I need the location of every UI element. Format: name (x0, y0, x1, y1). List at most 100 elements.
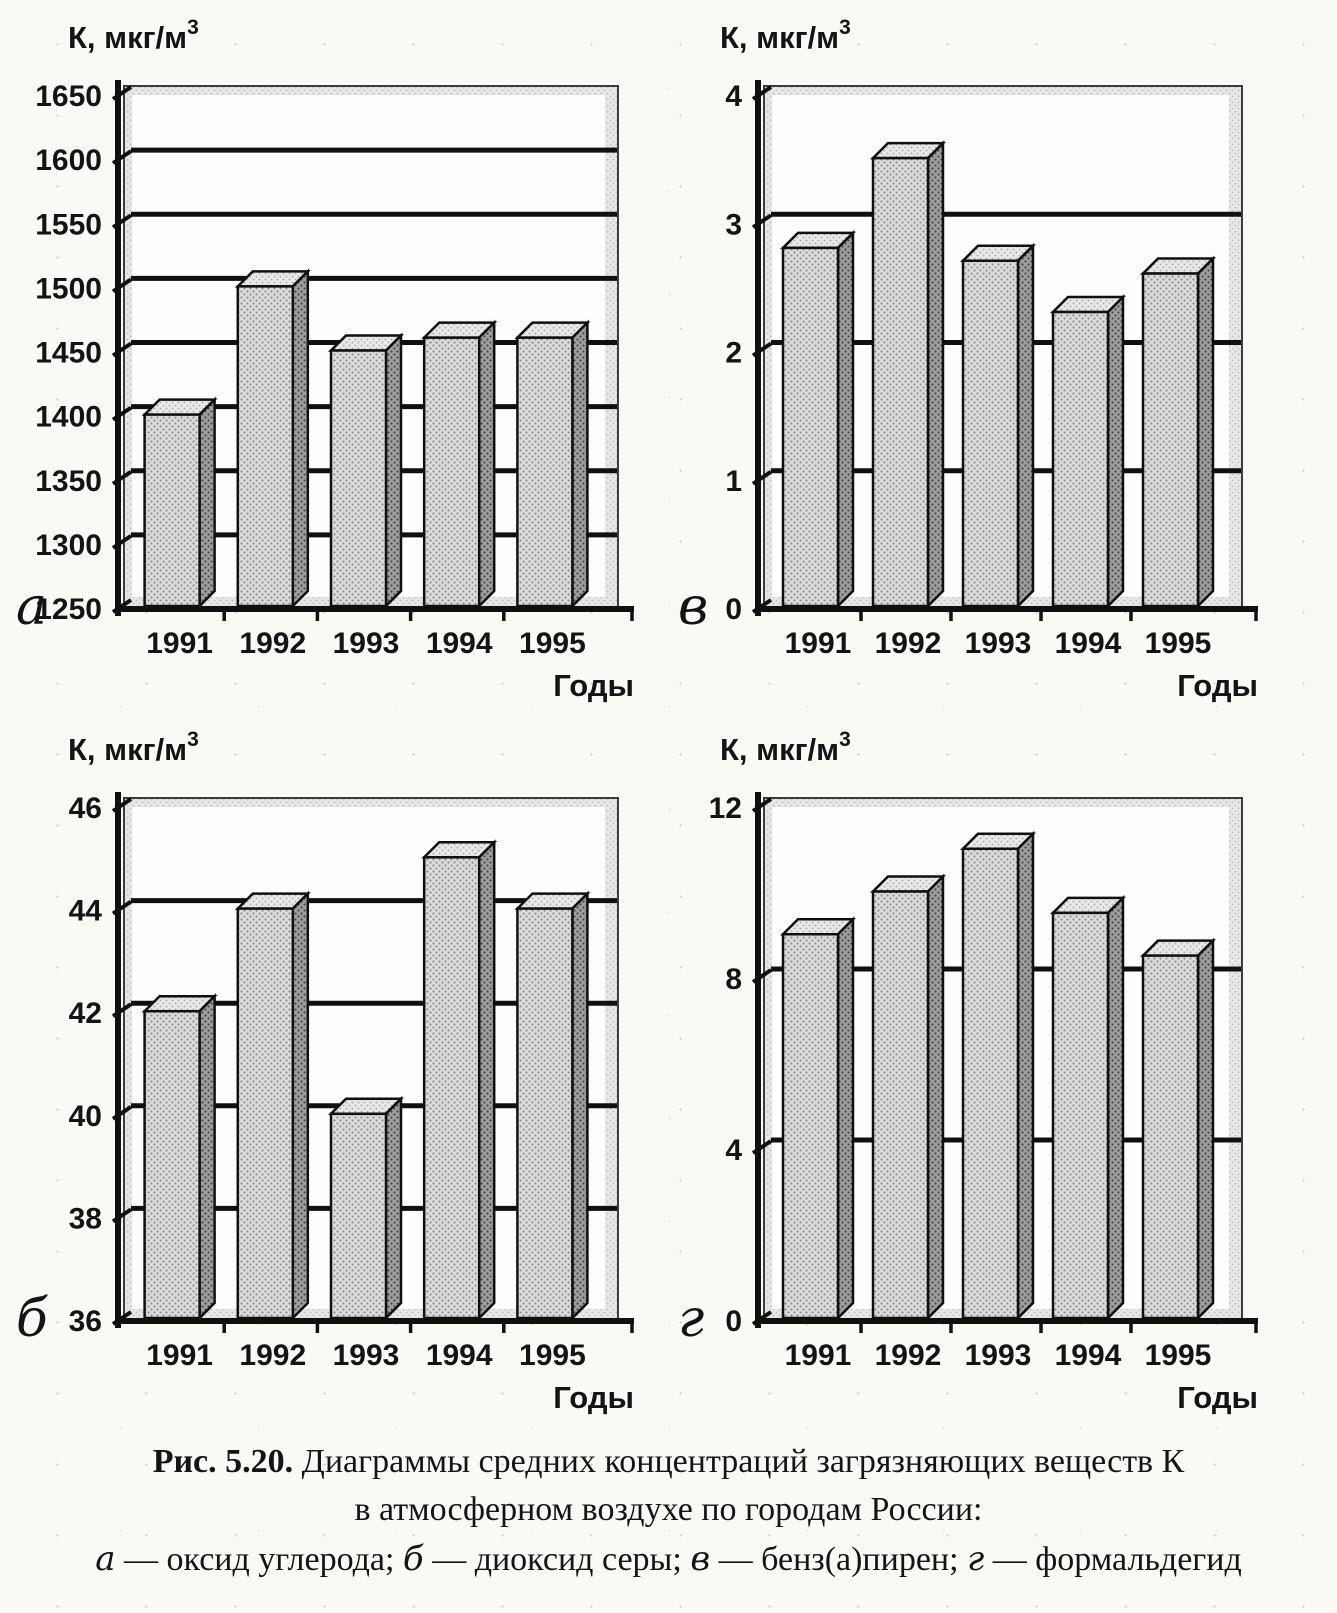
bar-front-face (781, 246, 840, 608)
y-tick-label-1500: 1500 (35, 272, 102, 305)
bar-side-face (198, 396, 216, 610)
y-tick-label-44: 44 (69, 895, 103, 928)
y-tick-label-0: 0 (725, 1305, 742, 1338)
y-tick-label-4: 4 (725, 1134, 742, 1167)
caption-title-text: Диаграммы средних концентраций загрязняю… (301, 1443, 1185, 1480)
bar-front-face (516, 907, 574, 1320)
panel-letter-v: в (678, 577, 708, 637)
bar-side-face (477, 319, 496, 610)
chart-g: К, мкг/м3 0 4 8 12 1991 1992 1993 1994 1995 Годы г (660, 720, 1337, 1432)
y-tick-label-1550: 1550 (35, 208, 102, 241)
bar-front-face (422, 856, 481, 1320)
bar-side-face (384, 1095, 403, 1322)
y-tick-label-3: 3 (725, 208, 742, 241)
y-axis-title: К, мкг/м3 (720, 16, 851, 55)
y-tick-label-1: 1 (725, 465, 742, 498)
bar-front-face (329, 349, 388, 608)
panel-letter-b: б (16, 1289, 48, 1349)
chart-b: К, мкг/м3 36 38 40 42 44 46 1991 1992 1993 1994 199… (0, 720, 660, 1432)
bar-1993 (959, 242, 1037, 610)
x-tick-label-1993: 1993 (965, 1339, 1032, 1372)
x-tick-label-1993: 1993 (333, 627, 400, 660)
y-tick-label-2: 2 (725, 337, 742, 370)
caption-line-1: Рис. 5.20. Диаграммы средних концентраци… (8, 1438, 1329, 1486)
bar-1994 (421, 839, 498, 1322)
x-tick-label-1993: 1993 (333, 1339, 400, 1372)
bar-front-face (961, 847, 1020, 1320)
bar-front-face (422, 336, 481, 608)
y-tick-label-38: 38 (69, 1202, 102, 1235)
bar-1995 (514, 319, 591, 610)
bar-side-face (926, 140, 945, 610)
bar-side-face (1016, 242, 1035, 610)
bar-1995 (1139, 937, 1217, 1322)
bar-front-face (1051, 310, 1110, 608)
chart-canvas-a: К, мкг/м3 1250 1300 1350 1400 1450 1500 1550 160… (16, 16, 634, 703)
y-tick-label-42: 42 (69, 997, 102, 1030)
x-tick-label-1994: 1994 (426, 627, 493, 660)
legend-text-1: — оксид углерода; (115, 1540, 403, 1578)
legend-letter-4: г (967, 1538, 985, 1579)
bar-front-face (1141, 272, 1200, 608)
x-tick-label-1993: 1993 (965, 627, 1032, 660)
x-tick-label-1995: 1995 (519, 627, 586, 660)
x-tick-label-1991: 1991 (146, 627, 213, 660)
x-tick-label-1995: 1995 (1145, 1339, 1212, 1372)
bar-side-face (836, 916, 855, 1322)
legend-text-3: — бенз(а)пирен; (710, 1540, 968, 1578)
y-tick-label-1250: 1250 (35, 593, 102, 626)
bar-1993 (327, 332, 405, 610)
chart-canvas-b: К, мкг/м3 36 38 40 42 44 46 1991 1992 1993 1994 199… (16, 728, 634, 1415)
x-tick-label-1991: 1991 (785, 627, 852, 660)
legend-text-2: — диоксид серы; (423, 1540, 691, 1578)
bar-front-face (1141, 954, 1200, 1320)
y-tick-label-46: 46 (69, 792, 102, 825)
bar-front-face (961, 259, 1020, 608)
x-axis-title: Годы (553, 1380, 634, 1415)
bar-1991 (779, 916, 857, 1322)
bar-1994 (1049, 894, 1127, 1322)
x-axis-title: Годы (553, 668, 634, 703)
x-tick-label-1995: 1995 (1145, 627, 1212, 660)
y-tick-label-4: 4 (725, 80, 742, 113)
x-tick-label-1992: 1992 (239, 1339, 306, 1372)
bar-side-face (1106, 894, 1125, 1322)
bar-side-face (836, 229, 855, 610)
bar-1992 (869, 873, 947, 1322)
bar-front-face (871, 890, 930, 1320)
y-tick-label-0: 0 (725, 593, 742, 626)
legend-text-4: — формальдегид (984, 1540, 1242, 1578)
chart-a: К, мкг/м3 1250 1300 1350 1400 1450 1500 1550 160… (0, 8, 660, 720)
panel-letter-g: г (678, 1289, 704, 1349)
y-tick-label-1600: 1600 (35, 144, 102, 177)
chart-canvas-g: К, мкг/м3 0 4 8 12 1991 1992 1993 1994 1995 Годы г (678, 728, 1258, 1415)
bar-side-face (384, 332, 403, 610)
figure-caption: Рис. 5.20. Диаграммы средних концентраци… (0, 1438, 1337, 1584)
x-axis-title: Годы (1177, 668, 1258, 703)
bar-side-face (1016, 830, 1035, 1322)
bar-1992 (234, 890, 311, 1322)
bar-front-face (516, 336, 574, 608)
bar-1992 (869, 140, 947, 610)
chart-v: К, мкг/м3 0 1 2 3 4 1991 1992 1993 1994 1995 Годы в (660, 8, 1337, 720)
caption-legend: а — оксид углерода; б — диоксид серы; в … (8, 1535, 1329, 1584)
bar-side-face (926, 873, 945, 1322)
bar-1993 (327, 1095, 405, 1322)
y-tick-label-1350: 1350 (35, 465, 102, 498)
y-tick-label-1300: 1300 (35, 529, 102, 562)
bar-front-face (236, 285, 295, 608)
panel-letter-a: а (16, 577, 47, 637)
x-tick-label-1992: 1992 (875, 1339, 942, 1372)
bar-side-face (571, 319, 589, 610)
caption-line-2: в атмосферном воздухе по городам России: (354, 1491, 983, 1529)
bar-front-face (1051, 911, 1110, 1320)
x-tick-label-1995: 1995 (519, 1339, 586, 1372)
bar-front-face (329, 1112, 388, 1320)
bar-1995 (1139, 255, 1217, 610)
bar-1991 (141, 396, 218, 610)
bar-side-face (291, 268, 310, 610)
x-tick-label-1991: 1991 (785, 1339, 852, 1372)
x-tick-label-1994: 1994 (1055, 1339, 1122, 1372)
y-axis-title: К, мкг/м3 (68, 728, 199, 767)
y-tick-label-40: 40 (69, 1100, 102, 1133)
